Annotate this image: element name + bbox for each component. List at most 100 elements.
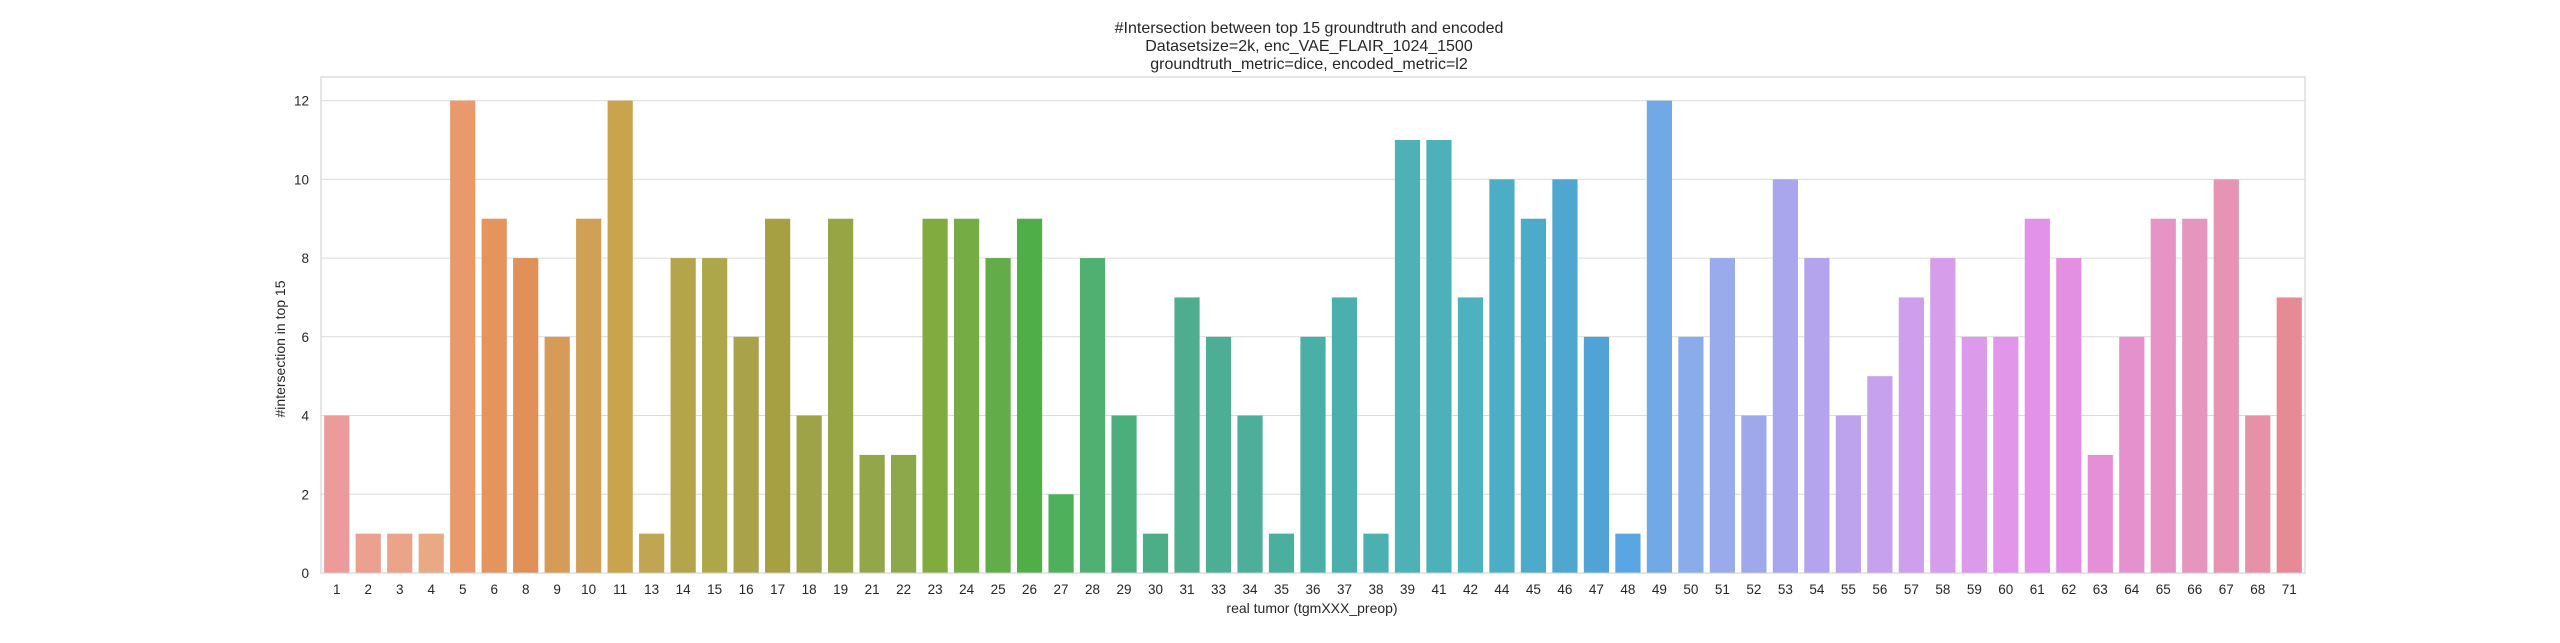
bar-19 bbox=[828, 218, 854, 573]
x-tick-label: 53 bbox=[1778, 582, 1793, 597]
chart-title-line-3: groundtruth_metric=dice, encoded_metric=… bbox=[1150, 56, 1468, 73]
bar-52 bbox=[1741, 415, 1767, 573]
x-tick-label: 14 bbox=[676, 582, 692, 597]
bar-49 bbox=[1646, 100, 1673, 573]
y-tick-labels: 0 2 4 6 8 10 12 bbox=[294, 94, 310, 581]
x-tick-label: 37 bbox=[1337, 582, 1352, 597]
x-tick-label: 22 bbox=[896, 582, 911, 597]
bar-42 bbox=[1457, 297, 1484, 573]
bar-50 bbox=[1678, 336, 1704, 573]
x-tick-label: 67 bbox=[2219, 582, 2234, 597]
x-tick-label: 36 bbox=[1305, 582, 1320, 597]
x-tick-label: 5 bbox=[459, 582, 467, 597]
x-tick-label: 9 bbox=[553, 582, 561, 597]
bar-57 bbox=[1898, 297, 1924, 573]
x-tick-labels: 1 2 3 4 5 6 8 9 10 11 13 14 15 16 17 18 19 21 22 23 24 25 26 27… bbox=[333, 582, 2297, 597]
x-tick-label: 65 bbox=[2156, 582, 2171, 597]
bar-16 bbox=[733, 336, 759, 573]
y-tick-label: 2 bbox=[301, 487, 309, 502]
x-tick-label: 57 bbox=[1904, 582, 1919, 597]
bar-45 bbox=[1520, 218, 1547, 573]
x-tick-label: 39 bbox=[1400, 582, 1415, 597]
x-tick-label: 45 bbox=[1526, 582, 1541, 597]
x-axis-label: real tumor (tgmXXX_preop) bbox=[1226, 600, 1397, 616]
x-tick-label: 41 bbox=[1431, 582, 1446, 597]
bar-67 bbox=[2213, 179, 2239, 573]
x-tick-label: 52 bbox=[1746, 582, 1761, 597]
bar-48 bbox=[1615, 533, 1641, 573]
y-tick-label: 8 bbox=[301, 251, 309, 266]
x-tick-label: 64 bbox=[2124, 582, 2140, 597]
x-tick-label: 56 bbox=[1872, 582, 1887, 597]
x-tick-label: 8 bbox=[522, 582, 530, 597]
chart-title-line-2: Datasetsize=2k, enc_VAE_FLAIR_1024_1500 bbox=[1145, 38, 1473, 55]
bar-46 bbox=[1552, 179, 1578, 573]
bar-41 bbox=[1426, 139, 1452, 573]
plot-area-frame bbox=[320, 76, 2306, 574]
x-tick-label: 38 bbox=[1368, 582, 1383, 597]
x-tick-label: 29 bbox=[1117, 582, 1132, 597]
x-tick-label: 13 bbox=[644, 582, 659, 597]
bar-9 bbox=[544, 336, 570, 573]
x-tick-label: 58 bbox=[1935, 582, 1950, 597]
bar-29 bbox=[1111, 415, 1137, 573]
bar-11 bbox=[607, 100, 633, 573]
bar-28 bbox=[1079, 258, 1106, 573]
bar-59 bbox=[1961, 336, 1987, 573]
bars bbox=[324, 100, 2302, 573]
x-tick-label: 31 bbox=[1180, 582, 1195, 597]
x-tick-label: 19 bbox=[833, 582, 848, 597]
bar-14 bbox=[670, 258, 696, 573]
bar-18 bbox=[796, 415, 822, 573]
y-axis-label: #intersection in top 15 bbox=[272, 280, 288, 417]
x-tick-label: 54 bbox=[1809, 582, 1825, 597]
chart-title-line-1: #Intersection between top 15 groundtruth… bbox=[1115, 20, 1504, 37]
bar-36 bbox=[1300, 336, 1326, 573]
bar-4 bbox=[418, 533, 444, 573]
x-tick-label: 24 bbox=[959, 582, 975, 597]
bar-34 bbox=[1237, 415, 1263, 573]
bar-27 bbox=[1048, 494, 1074, 573]
bar-53 bbox=[1772, 179, 1798, 573]
x-tick-label: 60 bbox=[1998, 582, 2013, 597]
x-tick-label: 61 bbox=[2030, 582, 2045, 597]
x-tick-label: 51 bbox=[1715, 582, 1730, 597]
y-tick-label: 10 bbox=[294, 172, 309, 187]
bar-38 bbox=[1363, 533, 1389, 573]
bar-47 bbox=[1583, 336, 1610, 573]
bar-63 bbox=[2087, 454, 2113, 573]
y-tick-label: 6 bbox=[301, 330, 309, 345]
bar-23 bbox=[922, 218, 948, 573]
x-tick-label: 48 bbox=[1620, 582, 1635, 597]
x-tick-label: 25 bbox=[991, 582, 1006, 597]
x-tick-label: 30 bbox=[1148, 582, 1163, 597]
y-tick-label: 4 bbox=[301, 409, 309, 424]
x-tick-label: 71 bbox=[2282, 582, 2297, 597]
bar-13 bbox=[639, 533, 665, 573]
x-tick-label: 35 bbox=[1274, 582, 1289, 597]
bar-35 bbox=[1268, 533, 1295, 573]
x-tick-label: 11 bbox=[613, 582, 627, 597]
bar-44 bbox=[1489, 179, 1515, 573]
bar-21 bbox=[859, 454, 885, 573]
bar-39 bbox=[1394, 139, 1421, 573]
x-tick-label: 23 bbox=[928, 582, 943, 597]
bar-60 bbox=[1993, 336, 2019, 573]
x-tick-label: 68 bbox=[2250, 582, 2265, 597]
x-tick-label: 2 bbox=[364, 582, 372, 597]
bar-24 bbox=[953, 218, 980, 573]
x-tick-label: 18 bbox=[802, 582, 817, 597]
bar-56 bbox=[1867, 376, 1893, 573]
bar-54 bbox=[1804, 258, 1830, 573]
x-tick-label: 4 bbox=[427, 582, 435, 597]
bar-5 bbox=[450, 100, 476, 573]
x-tick-label: 50 bbox=[1683, 582, 1698, 597]
y-tick-label: 0 bbox=[301, 566, 309, 581]
bar-1 bbox=[324, 415, 350, 573]
chart-title: #Intersection between top 15 groundtruth… bbox=[1115, 20, 1504, 73]
x-tick-label: 62 bbox=[2061, 582, 2076, 597]
bar-8 bbox=[513, 258, 539, 573]
bar-66 bbox=[2182, 218, 2208, 573]
x-tick-label: 28 bbox=[1085, 582, 1100, 597]
x-tick-label: 15 bbox=[707, 582, 722, 597]
